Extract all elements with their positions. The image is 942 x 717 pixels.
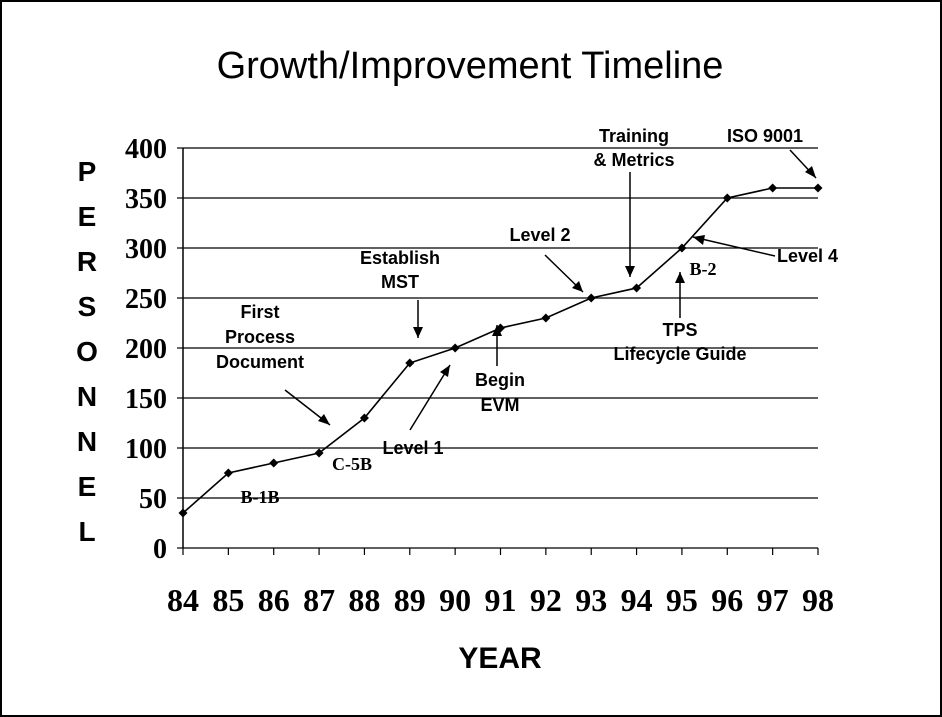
x-tick-label: 91 [485, 582, 517, 618]
annotation: B-2 [690, 259, 717, 279]
marker [813, 183, 823, 193]
annotation: TPS [662, 320, 697, 340]
y-axis-label-letter: L [78, 516, 95, 547]
annotation: Level 4 [777, 246, 838, 266]
x-tick-label: 84 [167, 582, 199, 618]
x-tick-label: 88 [348, 582, 380, 618]
annotation: Level 2 [509, 225, 570, 245]
y-axis-label-letter: N [77, 381, 97, 412]
annotation: Establish [360, 248, 440, 268]
y-tick-label: 200 [125, 334, 167, 365]
y-tick-label: 0 [153, 534, 167, 565]
x-tick-label: 92 [530, 582, 562, 618]
annotation: EVM [480, 395, 519, 415]
annotation: Begin [475, 370, 525, 390]
x-tick-label: 85 [212, 582, 244, 618]
y-tick-label: 100 [125, 434, 167, 465]
marker [405, 358, 415, 368]
y-axis-label-letter: P [78, 156, 97, 187]
marker [269, 458, 279, 468]
annotation: B-1B [240, 487, 279, 507]
x-tick-label: 97 [757, 582, 789, 618]
x-tick-label: 94 [621, 582, 653, 618]
annotation: & Metrics [593, 150, 674, 170]
marker [314, 448, 324, 458]
y-tick-label: 400 [125, 134, 167, 165]
y-tick-label: 350 [125, 184, 167, 215]
x-tick-label: 93 [575, 582, 607, 618]
marker [496, 323, 505, 333]
x-axis-label: YEAR [458, 642, 542, 675]
annotation: C-5B [332, 454, 372, 474]
y-tick-label: 300 [125, 234, 167, 265]
marker [450, 343, 460, 353]
y-axis-label-letter: E [78, 201, 97, 232]
x-tick-label: 98 [802, 582, 834, 618]
marker [677, 243, 687, 253]
x-tick-label: 95 [666, 582, 698, 618]
y-tick-label: 250 [125, 284, 167, 315]
y-axis-label-letter: S [78, 291, 97, 322]
y-axis-label-letter: O [76, 336, 98, 367]
chart-title: Growth/Improvement Timeline [217, 45, 724, 87]
annotation: ISO 9001 [727, 126, 803, 146]
marker [768, 183, 778, 193]
marker [359, 413, 369, 423]
y-tick-label: 50 [139, 484, 167, 515]
annotation: Lifecycle Guide [613, 344, 746, 364]
annotation: MST [381, 272, 419, 292]
x-tick-label: 87 [303, 582, 335, 618]
x-tick-label: 96 [711, 582, 743, 618]
y-axis-label-letter: E [78, 471, 97, 502]
marker [632, 283, 642, 293]
arrow-heads [318, 166, 816, 425]
y-axis-label-letter: R [77, 246, 97, 277]
marker [586, 293, 596, 303]
arrow [692, 236, 776, 257]
marker [223, 468, 233, 478]
annotation: Level 1 [382, 438, 443, 458]
marker [541, 313, 551, 323]
y-axis-label-letter: N [77, 426, 97, 457]
annotation: Process [225, 327, 295, 347]
x-tick-label: 90 [439, 582, 471, 618]
annotation: Document [216, 352, 304, 372]
x-tick-label: 89 [394, 582, 426, 618]
annotation: Training [599, 126, 669, 146]
annotation: First [240, 302, 279, 322]
y-tick-label: 150 [125, 384, 167, 415]
marker [178, 508, 188, 518]
marker [722, 193, 732, 203]
x-tick-label: 86 [258, 582, 290, 618]
